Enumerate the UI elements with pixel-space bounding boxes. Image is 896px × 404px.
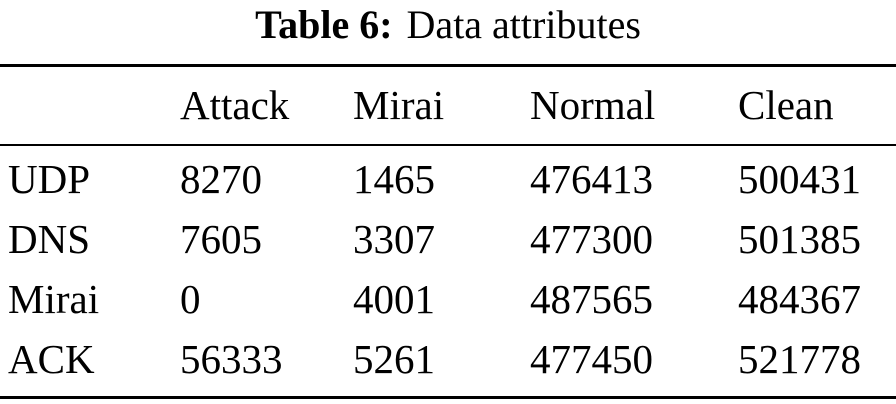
- bottom-rule: [0, 396, 896, 399]
- table-cell: 476413: [530, 156, 653, 202]
- table-cell: 4001: [353, 276, 435, 322]
- table-cell: 1465: [353, 156, 435, 202]
- table-caption: Table 6: Data attributes: [0, 2, 896, 48]
- mid-rule: [0, 144, 896, 146]
- table-cell: 8270: [180, 156, 262, 202]
- table-cell: 501385: [738, 216, 861, 262]
- column-header: Normal: [530, 82, 656, 128]
- column-header: Mirai: [353, 82, 445, 128]
- table-cell: 484367: [738, 276, 861, 322]
- row-label: DNS: [8, 216, 91, 262]
- table-cell: 500431: [738, 156, 861, 202]
- table-cell: 5261: [353, 336, 435, 382]
- row-label: Mirai: [8, 276, 100, 322]
- table-cell: 477300: [530, 216, 653, 262]
- column-header: Attack: [180, 82, 290, 128]
- row-label: ACK: [8, 336, 95, 382]
- column-header: Clean: [738, 82, 834, 128]
- table-cell: 487565: [530, 276, 653, 322]
- table-cell: 477450: [530, 336, 653, 382]
- top-rule: [0, 64, 896, 67]
- table-cell: 3307: [353, 216, 435, 262]
- caption-text: Data attributes: [406, 2, 641, 47]
- row-label: UDP: [8, 156, 91, 202]
- table-cell: 0: [180, 276, 201, 322]
- table-cell: 7605: [180, 216, 262, 262]
- caption-label: Table 6:: [255, 2, 393, 47]
- table-cell: 521778: [738, 336, 861, 382]
- table-cell: 56333: [180, 336, 283, 382]
